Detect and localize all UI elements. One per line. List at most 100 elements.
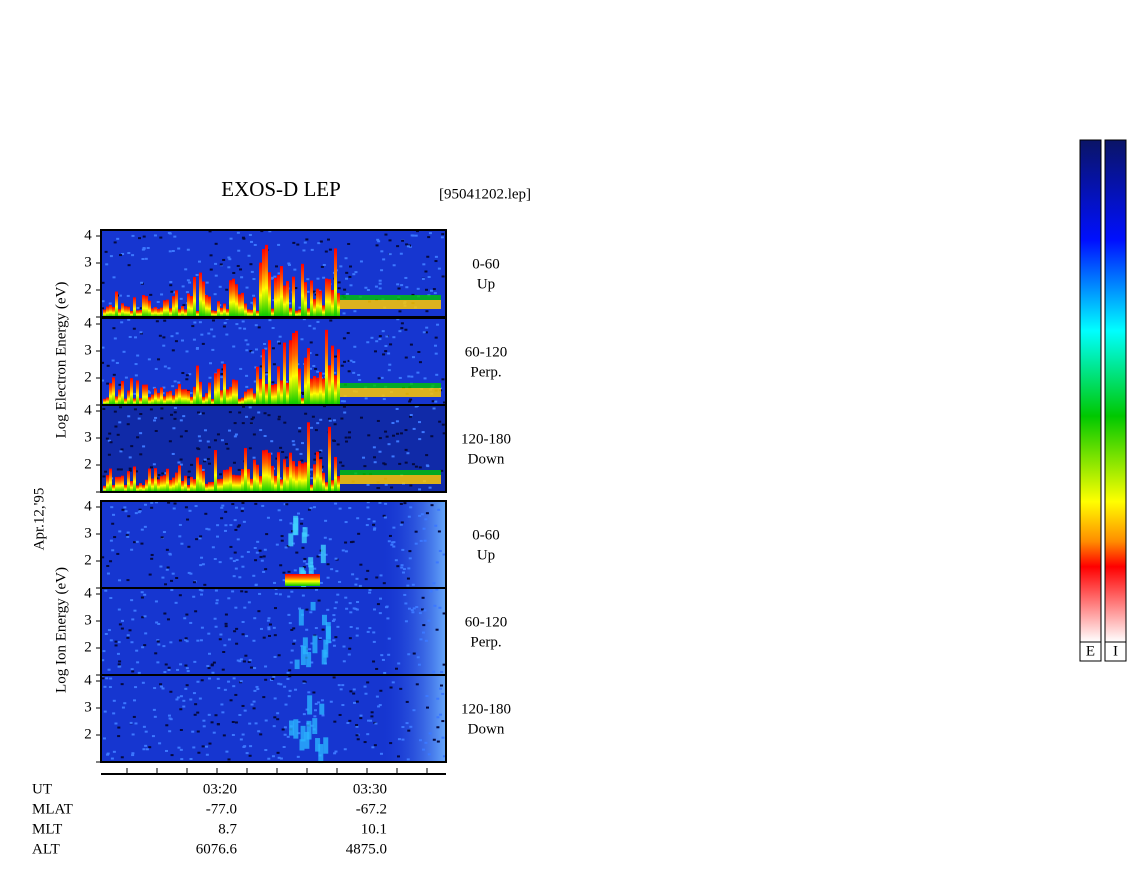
noise: [266, 619, 270, 622]
noise: [134, 363, 138, 366]
noise: [278, 335, 282, 338]
noise: [190, 463, 194, 466]
noise: [132, 327, 136, 330]
y-tick-label: 2: [84, 726, 92, 742]
noise: [104, 633, 108, 636]
noise: [320, 465, 324, 468]
flux: [154, 306, 157, 317]
noise: [105, 437, 109, 440]
noise: [196, 730, 200, 733]
y-axis-label: Log Ion Energy (eV): [53, 567, 69, 693]
noise: [139, 413, 143, 416]
noise: [194, 610, 198, 613]
noise: [120, 627, 124, 630]
noise: [334, 557, 338, 560]
noise: [232, 560, 236, 563]
flux: [163, 396, 166, 405]
flux: [280, 479, 283, 492]
noise: [193, 660, 197, 663]
noise: [210, 663, 214, 666]
noise: [344, 277, 348, 280]
noise: [372, 631, 376, 634]
y-tick-label: 3: [84, 525, 92, 541]
noise: [355, 724, 359, 727]
flux: [199, 381, 202, 405]
noise: [164, 749, 168, 752]
noise: [267, 414, 271, 417]
noise: [221, 668, 225, 671]
noise: [378, 282, 382, 285]
noise: [264, 347, 268, 350]
noise: [337, 281, 341, 284]
flux: [133, 466, 136, 492]
noise: [282, 579, 286, 582]
noise: [287, 263, 291, 266]
noise: [405, 700, 409, 703]
noise: [276, 751, 280, 754]
noise: [388, 239, 392, 242]
flux: [133, 398, 136, 405]
noise: [229, 699, 233, 702]
noise: [366, 506, 370, 509]
flux: [307, 695, 313, 715]
noise: [387, 637, 391, 640]
flux: [172, 395, 175, 405]
noise: [241, 320, 245, 323]
noise: [181, 285, 185, 288]
noise: [353, 345, 357, 348]
noise: [394, 667, 398, 670]
noise: [439, 684, 443, 687]
noise: [271, 755, 275, 758]
flux: [262, 349, 265, 405]
noise: [396, 565, 400, 568]
flux: [334, 375, 337, 405]
flux: [308, 565, 314, 576]
noise: [370, 336, 374, 339]
noise: [220, 506, 224, 509]
noise: [344, 596, 348, 599]
noise: [188, 509, 192, 512]
noise: [175, 332, 179, 335]
noise: [301, 546, 305, 549]
noise: [272, 299, 276, 302]
noise: [227, 597, 231, 600]
noise: [409, 506, 413, 509]
noise: [199, 639, 203, 642]
noise: [153, 419, 157, 422]
noise: [348, 431, 352, 434]
noise: [347, 359, 351, 362]
noise: [192, 581, 196, 584]
noise: [229, 524, 233, 527]
flux: [247, 309, 250, 317]
noise: [358, 584, 362, 587]
noise: [203, 458, 207, 461]
noise: [286, 545, 290, 548]
noise: [355, 608, 359, 611]
noise: [156, 661, 160, 664]
noise: [107, 453, 111, 456]
noise: [330, 568, 334, 571]
noise: [364, 578, 368, 581]
flux: [301, 263, 304, 317]
noise: [423, 377, 427, 380]
noise: [137, 417, 141, 420]
flux: [300, 646, 306, 666]
noise: [161, 687, 165, 690]
noise: [323, 536, 327, 539]
noise: [308, 648, 312, 651]
noise: [308, 367, 312, 370]
spectrogram-panel: [100, 587, 447, 676]
noise: [322, 372, 326, 375]
noise: [433, 292, 437, 295]
noise: [357, 373, 361, 376]
noise: [152, 708, 156, 711]
flux: [190, 476, 193, 492]
colorbar-label-box: [1079, 641, 1102, 662]
noise: [192, 338, 196, 341]
flux: [318, 744, 324, 764]
noise: [172, 507, 176, 510]
noise: [368, 588, 372, 591]
flux: [223, 469, 226, 492]
noise: [372, 523, 376, 526]
noise: [441, 692, 445, 695]
